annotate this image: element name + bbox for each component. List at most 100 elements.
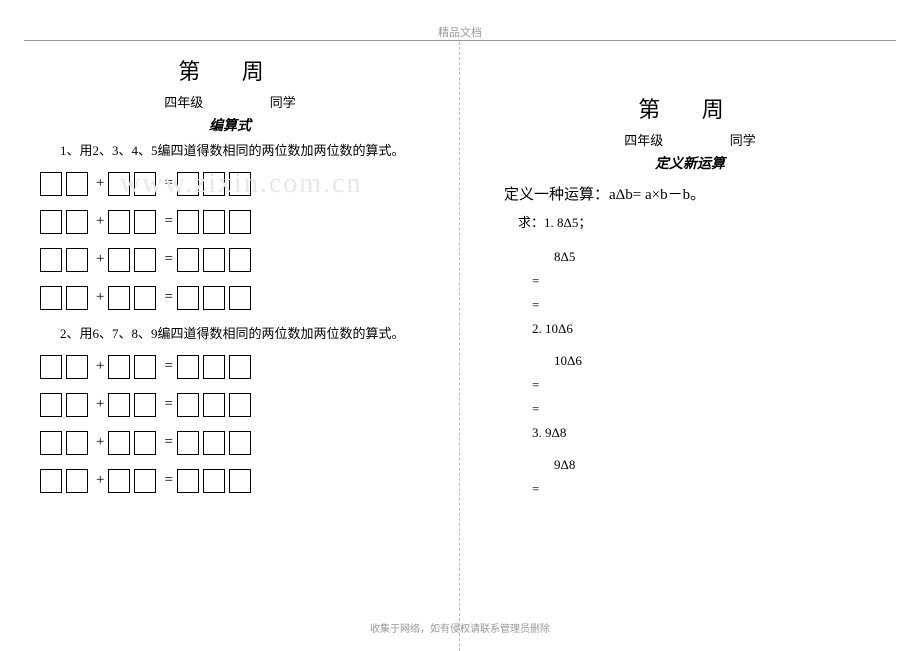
digit-box (177, 469, 199, 493)
eq-op: = (164, 358, 172, 375)
digit-box (229, 248, 251, 272)
digit-box (203, 286, 225, 310)
eq-line: = (532, 273, 886, 289)
define-operation: 定义一种运算：aΔb= a×b－b。 (504, 183, 886, 204)
problem-2: 2、用6、7、8、9编四道得数相同的两位数加两位数的算式。 (34, 324, 426, 345)
digit-box (177, 431, 199, 455)
eq-row: + = (34, 469, 426, 493)
digit-box (66, 248, 88, 272)
student-label: 同学 (730, 133, 756, 148)
digit-box (203, 431, 225, 455)
plus-op: + (96, 251, 104, 268)
digit-box (108, 355, 130, 379)
right-title: 第 周 (494, 92, 886, 124)
student-label: 同学 (270, 95, 296, 110)
eq-row: + = (34, 210, 426, 234)
digit-box (229, 431, 251, 455)
digit-box (203, 210, 225, 234)
digit-box (203, 393, 225, 417)
digit-box (40, 469, 62, 493)
grade-label: 四年级 (164, 95, 203, 110)
digit-box (177, 355, 199, 379)
digit-box (134, 172, 156, 196)
plus-op: + (96, 434, 104, 451)
digit-box (134, 469, 156, 493)
digit-box (134, 431, 156, 455)
digit-box (66, 393, 88, 417)
eq-op: = (164, 175, 172, 192)
eq-row: + = (34, 431, 426, 455)
digit-box (40, 248, 62, 272)
plus-op: + (96, 396, 104, 413)
grade-label: 四年级 (624, 133, 663, 148)
digit-box (40, 286, 62, 310)
digit-box (108, 248, 130, 272)
eq-op: = (164, 251, 172, 268)
q1-expr: 8Δ5 (554, 249, 886, 265)
digit-box (40, 431, 62, 455)
plus-op: + (96, 289, 104, 306)
digit-box (134, 393, 156, 417)
page-divider (459, 42, 460, 651)
right-section: 定义新运算 (494, 153, 886, 173)
plus-op: + (96, 472, 104, 489)
digit-box (203, 248, 225, 272)
digit-box (66, 355, 88, 379)
digit-box (40, 210, 62, 234)
digit-box (108, 172, 130, 196)
eq-row: + = (34, 355, 426, 379)
eq-op: = (164, 213, 172, 230)
digit-box (66, 469, 88, 493)
eq-row: + = (34, 172, 426, 196)
q3-label: 3. 9Δ8 (532, 425, 886, 441)
digit-box (66, 431, 88, 455)
header-text: 精品文档 (438, 24, 482, 40)
left-subtitle: 四年级 同学 (34, 92, 426, 111)
right-page: 第 周 四年级 同学 定义新运算 定义一种运算：aΔb= a×b－b。 求：1.… (470, 46, 910, 505)
eq-op: = (164, 289, 172, 306)
digit-box (40, 355, 62, 379)
digit-box (177, 286, 199, 310)
digit-box (134, 355, 156, 379)
q2-label: 2. 10Δ6 (532, 321, 886, 337)
digit-box (134, 248, 156, 272)
footer-text: 收集于网络，如有侵权请联系管理员删除 (370, 620, 550, 635)
digit-box (66, 286, 88, 310)
problem-1: 1、用2、3、4、5编四道得数相同的两位数加两位数的算式。 (34, 141, 426, 162)
eq-op: = (164, 434, 172, 451)
q2-expr: 10Δ6 (554, 353, 886, 369)
digit-box (66, 172, 88, 196)
digit-box (229, 286, 251, 310)
digit-box (177, 172, 199, 196)
q3-expr: 9Δ8 (554, 457, 886, 473)
digit-box (177, 248, 199, 272)
digit-box (229, 210, 251, 234)
eq-line: = (532, 401, 886, 417)
digit-box (229, 172, 251, 196)
left-section: 编算式 (34, 115, 426, 135)
eq-line: = (532, 297, 886, 313)
digit-box (40, 172, 62, 196)
eq-line: = (532, 481, 886, 497)
digit-box (40, 393, 62, 417)
eq-op: = (164, 472, 172, 489)
digit-box (134, 210, 156, 234)
digit-box (108, 210, 130, 234)
left-page: 第 周 四年级 同学 编算式 1、用2、3、4、5编四道得数相同的两位数加两位数… (10, 46, 450, 507)
digit-box (108, 393, 130, 417)
digit-box (229, 469, 251, 493)
eq-row: + = (34, 393, 426, 417)
header-line (24, 40, 896, 41)
digit-box (229, 393, 251, 417)
digit-box (134, 286, 156, 310)
plus-op: + (96, 175, 104, 192)
eq-op: = (164, 396, 172, 413)
eq-row: + = (34, 286, 426, 310)
digit-box (203, 355, 225, 379)
plus-op: + (96, 358, 104, 375)
digit-box (203, 172, 225, 196)
digit-box (108, 469, 130, 493)
eq-line: = (532, 377, 886, 393)
eq-row: + = (34, 248, 426, 272)
right-subtitle: 四年级 同学 (494, 130, 886, 149)
